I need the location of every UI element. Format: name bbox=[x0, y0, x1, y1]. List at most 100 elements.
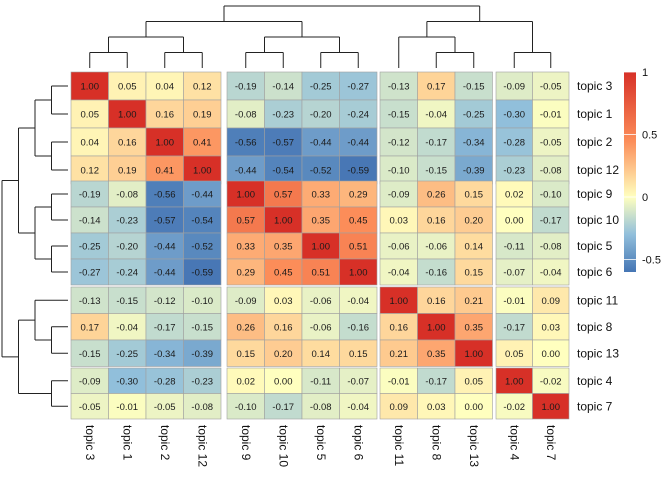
cell-value-label: -0.17 bbox=[425, 138, 447, 149]
heatmap-cell bbox=[339, 99, 378, 129]
cell-value-label: 1.00 bbox=[274, 216, 293, 227]
column-label: topic 11 bbox=[392, 425, 406, 466]
heatmap-cell bbox=[532, 232, 570, 260]
cell-value-label: 0.45 bbox=[349, 216, 368, 227]
cell-value-label: 0.15 bbox=[465, 190, 484, 201]
heatmap-cell bbox=[226, 313, 265, 341]
heatmap-cell bbox=[108, 180, 147, 208]
row-label: topic 3 bbox=[577, 79, 613, 93]
cell-value-label: -0.27 bbox=[79, 268, 101, 279]
row-dendrogram bbox=[1, 85, 68, 407]
cell-value-label: 0.41 bbox=[193, 138, 212, 149]
heatmap-cell bbox=[226, 99, 265, 129]
legend-tick-label: -0.5 bbox=[642, 255, 661, 267]
heatmap-cell bbox=[339, 339, 378, 367]
cell-value-label: -0.09 bbox=[235, 296, 257, 307]
heatmap-cell bbox=[301, 180, 340, 208]
cell-value-label: 0.00 bbox=[465, 402, 484, 413]
row-label: topic 2 bbox=[577, 135, 613, 149]
cell-value-label: -0.15 bbox=[79, 349, 101, 360]
cell-value-label: -0.44 bbox=[154, 242, 176, 253]
column-label: topic 12 bbox=[195, 425, 209, 467]
cell-value-label: 1.00 bbox=[427, 322, 446, 333]
cell-value-label: -0.25 bbox=[79, 242, 101, 253]
heatmap-cell bbox=[417, 339, 456, 367]
cell-value-label: 0.57 bbox=[274, 190, 293, 201]
heatmap-cell bbox=[183, 127, 222, 157]
cell-value-label: -0.15 bbox=[388, 110, 410, 121]
cell-value-label: 0.12 bbox=[81, 166, 100, 177]
row-label: topic 12 bbox=[577, 163, 619, 177]
cell-value-label: 1.00 bbox=[156, 138, 175, 149]
legend-color-bar bbox=[624, 72, 636, 272]
heatmap-cell bbox=[226, 393, 265, 420]
cell-value-label: 0.17 bbox=[81, 322, 100, 333]
heatmap-cell bbox=[339, 71, 378, 101]
cell-value-label: -0.34 bbox=[463, 138, 485, 149]
cell-value-label: -0.44 bbox=[235, 166, 257, 177]
row-label: topic 4 bbox=[577, 374, 613, 388]
cell-value-label: 0.03 bbox=[542, 322, 561, 333]
cell-value-label: 0.09 bbox=[542, 296, 561, 307]
cell-value-label: 0.00 bbox=[274, 376, 293, 387]
cell-value-label: 0.16 bbox=[390, 322, 409, 333]
cell-value-label: -0.39 bbox=[463, 166, 485, 177]
heatmap-cell bbox=[108, 367, 147, 394]
cell-value-label: 0.17 bbox=[427, 82, 446, 93]
cell-value-label: -0.05 bbox=[79, 402, 101, 413]
heatmap-cell bbox=[264, 127, 303, 157]
heatmap-cell bbox=[183, 393, 222, 420]
heatmap-cell bbox=[417, 313, 456, 341]
heatmap-cell bbox=[339, 393, 378, 420]
heatmap-cell bbox=[454, 232, 493, 260]
heatmap-cell bbox=[108, 127, 147, 157]
cell-value-label: -0.57 bbox=[272, 138, 294, 149]
cell-value-label: -0.04 bbox=[347, 402, 369, 413]
cell-value-label: -0.17 bbox=[154, 322, 176, 333]
cell-value-label: 1.00 bbox=[542, 402, 561, 413]
cell-value-label: 0.26 bbox=[427, 190, 446, 201]
cell-value-label: 0.05 bbox=[81, 110, 100, 121]
row-label: topic 8 bbox=[577, 320, 613, 334]
heatmap-cell bbox=[495, 313, 533, 341]
cell-value-label: -0.54 bbox=[272, 166, 294, 177]
cell-value-label: 0.33 bbox=[312, 190, 331, 201]
heatmap-cell bbox=[379, 313, 418, 341]
column-dendrogram bbox=[89, 5, 552, 68]
heatmap-cell bbox=[145, 313, 184, 341]
heatmap-cell bbox=[70, 313, 109, 341]
column-label: topic 6 bbox=[351, 425, 365, 461]
cell-value-label: -0.04 bbox=[425, 110, 447, 121]
cell-value-label: -0.04 bbox=[540, 268, 562, 279]
cell-value-label: 0.02 bbox=[505, 190, 524, 201]
cell-value-label: 0.14 bbox=[312, 349, 331, 360]
cell-value-label: -0.59 bbox=[347, 166, 369, 177]
heatmap-cell bbox=[70, 180, 109, 208]
heatmap-cell bbox=[454, 393, 493, 420]
cell-value-label: -0.44 bbox=[154, 268, 176, 279]
cell-value-label: 0.15 bbox=[237, 349, 256, 360]
cell-value-label: -0.06 bbox=[388, 242, 410, 253]
heatmap-cell bbox=[454, 155, 493, 185]
cell-value-label: -0.12 bbox=[388, 138, 410, 149]
heatmap-cell bbox=[417, 155, 456, 185]
cell-value-label: -0.34 bbox=[154, 349, 176, 360]
cell-value-label: -0.52 bbox=[310, 166, 332, 177]
cell-value-label: 0.29 bbox=[237, 268, 256, 279]
heatmap-cell bbox=[226, 206, 265, 234]
cell-value-label: 0.21 bbox=[465, 296, 484, 307]
cell-value-label: -0.11 bbox=[504, 242, 525, 253]
cell-value-label: 0.35 bbox=[312, 216, 331, 227]
cell-value-label: -0.11 bbox=[310, 376, 331, 387]
cell-value-label: -0.17 bbox=[503, 322, 525, 333]
cell-value-label: 0.16 bbox=[156, 110, 175, 121]
heatmap-cell bbox=[183, 155, 222, 185]
cell-value-label: -0.27 bbox=[347, 82, 369, 93]
heatmap-cell bbox=[301, 339, 340, 367]
cell-value-label: -0.06 bbox=[425, 242, 447, 253]
heatmap-cell bbox=[264, 258, 303, 286]
heatmap-cell bbox=[264, 71, 303, 101]
row-label: topic 9 bbox=[577, 187, 613, 201]
cell-value-label: -0.08 bbox=[540, 242, 562, 253]
cell-value-label: -0.56 bbox=[154, 190, 176, 201]
